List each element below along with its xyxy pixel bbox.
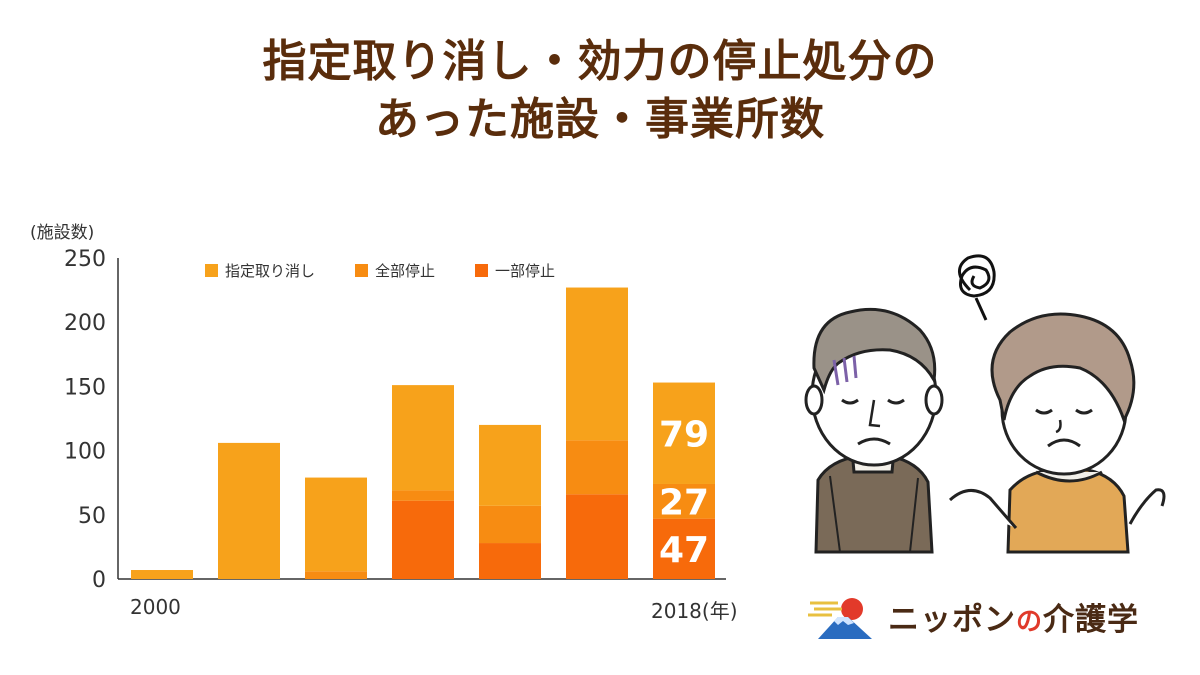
y-tick-label: 0: [92, 568, 106, 593]
data-label: 47: [659, 530, 709, 571]
y-tick-label: 50: [78, 504, 106, 529]
bar-segment: [653, 483, 715, 519]
bar-segment: [566, 440, 628, 495]
legend-item-designation-revoked: 指定取り消し: [205, 260, 315, 281]
logo-text-part-a: ニッポン: [888, 602, 1016, 638]
bar-segment: [479, 543, 541, 579]
data-label: 27: [659, 482, 709, 523]
bar-segment: [305, 571, 367, 579]
chart-title-line-2: あった施設・事業所数: [375, 94, 825, 145]
bar-segment: [566, 287, 628, 441]
legend-swatch: [475, 264, 488, 277]
bar-segment: [653, 382, 715, 484]
logo-text: ニッポンの介護学: [888, 594, 1139, 639]
old-man-illustration: [804, 307, 944, 554]
legend-item-partial-suspension: 一部停止: [475, 260, 555, 281]
bar-segment: [305, 477, 367, 572]
worried-elderly-couple-illustration: [804, 254, 1166, 554]
bar-segment: [131, 570, 193, 579]
y-tick-label: 150: [64, 375, 106, 400]
mount-fuji-sun-icon: [808, 597, 872, 639]
nippon-kaigogaku-logo: ニッポンの介護学: [808, 594, 1139, 639]
chart-title-line-1: 指定取り消し・効力の停止処分の: [262, 36, 938, 87]
legend-label: 一部停止: [495, 262, 556, 280]
y-tick-label: 200: [64, 311, 106, 336]
bar-segment: [392, 385, 454, 491]
legend-swatch: [355, 264, 368, 277]
logo-text-part-b: 介護学: [1043, 602, 1140, 638]
x-axis-end-label: 2018(年): [651, 599, 738, 623]
y-axis-unit-label: (施設数): [30, 223, 95, 243]
bar-segment: [392, 500, 454, 579]
y-tick-label: 100: [64, 440, 106, 465]
bar-segment: [479, 424, 541, 506]
data-label: 79: [659, 414, 709, 455]
logo-text-no: の: [1016, 607, 1044, 637]
legend-label: 指定取り消し: [225, 262, 316, 280]
x-axis-start-label: 2000: [130, 595, 181, 619]
bar-segment: [392, 490, 454, 501]
y-tick-label: 250: [64, 247, 106, 272]
bar-segment: [566, 494, 628, 579]
bar-segment: [479, 505, 541, 544]
legend-item-full-suspension: 全部停止: [355, 260, 435, 281]
legend-swatch: [205, 264, 218, 277]
bar-segment: [653, 518, 715, 579]
legend-label: 全部停止: [375, 262, 436, 280]
old-woman-illustration: [948, 254, 1166, 554]
bar-segment: [218, 442, 280, 579]
